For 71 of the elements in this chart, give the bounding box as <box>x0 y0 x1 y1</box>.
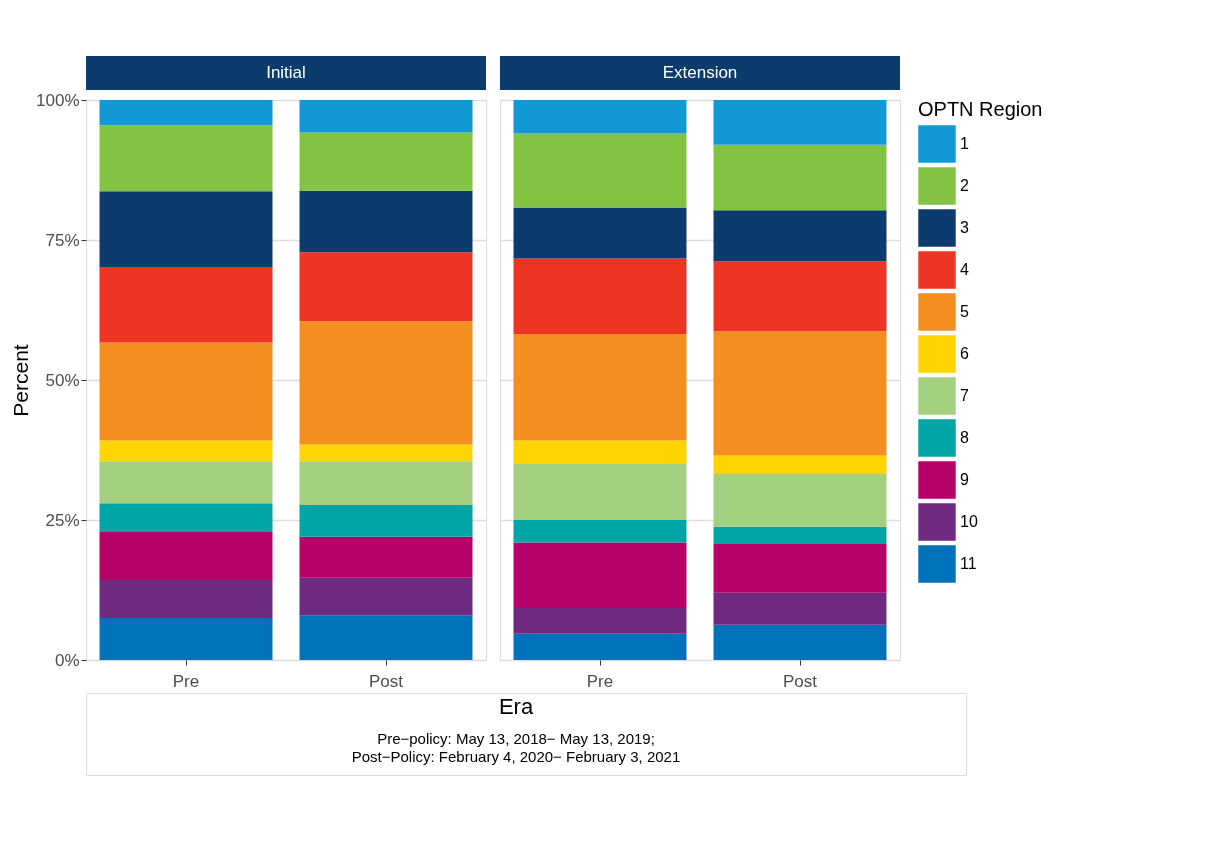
bar <box>299 444 473 462</box>
text: Post−Policy: February 4, 2020− February 3, 2021 <box>351 748 681 765</box>
bar <box>513 607 687 634</box>
bar <box>513 633 687 660</box>
bar <box>299 615 473 660</box>
bar <box>99 342 273 441</box>
bar <box>99 125 273 192</box>
x-tick-label: Pre <box>172 671 200 691</box>
bar <box>299 461 473 505</box>
legend-label: 6 <box>960 345 969 362</box>
legend-title: OPTN Region <box>918 98 1043 120</box>
bar <box>513 464 687 520</box>
x-tick-label: Post <box>368 671 404 691</box>
bar <box>99 461 273 504</box>
bar <box>513 100 687 134</box>
bar <box>299 132 473 191</box>
y-tick-label: 100% <box>36 90 80 110</box>
bar <box>99 503 273 532</box>
legend-label: 9 <box>960 471 969 488</box>
chart-title: Initial <box>266 63 306 82</box>
x-axis-title: Era <box>498 694 534 719</box>
bar <box>713 455 887 475</box>
legend-label: 11 <box>960 555 977 572</box>
bar <box>299 252 473 322</box>
bar <box>513 520 687 543</box>
legend-label: 4 <box>960 261 969 278</box>
bar <box>713 144 887 211</box>
bar <box>713 526 887 545</box>
bar <box>713 544 887 593</box>
bar <box>713 624 887 660</box>
bar <box>713 331 887 456</box>
bar <box>513 133 687 208</box>
text: Pre−policy: May 13, 2018− May 13, 2019; <box>377 730 655 747</box>
bar <box>99 191 273 267</box>
bar <box>299 100 473 133</box>
legend-label: 1 <box>960 135 969 152</box>
bar <box>299 190 473 253</box>
legend-label: 3 <box>960 219 969 236</box>
y-tick-label: 0% <box>54 650 80 670</box>
legend-label: 8 <box>960 429 969 446</box>
bar <box>99 618 273 660</box>
bar <box>713 261 887 332</box>
bar <box>713 474 887 527</box>
y-tick-label: 25% <box>45 510 80 530</box>
bar <box>713 210 887 262</box>
bar <box>299 577 473 616</box>
bar <box>513 542 687 608</box>
bar <box>513 440 687 464</box>
bar <box>99 579 273 618</box>
bar <box>99 531 273 580</box>
chart-title: Extension <box>662 63 738 82</box>
y-tick-label: 75% <box>45 230 80 250</box>
y-tick-label: 50% <box>45 370 80 390</box>
x-tick-label: Post <box>782 671 818 691</box>
legend-label: 10 <box>960 513 978 530</box>
bar <box>99 440 273 462</box>
bar <box>513 334 687 441</box>
x-tick-label: Pre <box>586 671 614 691</box>
legend-label: 7 <box>960 387 969 404</box>
bar <box>713 100 887 145</box>
bar <box>299 321 473 445</box>
bar <box>299 536 473 578</box>
bar <box>99 100 273 126</box>
legend-label: 2 <box>960 177 969 194</box>
bar <box>513 258 687 335</box>
y-axis-title: Percent <box>9 344 33 417</box>
bar <box>99 266 273 343</box>
bar <box>713 592 887 625</box>
legend-label: 5 <box>960 303 969 320</box>
bar <box>299 504 473 537</box>
bar <box>513 207 687 259</box>
